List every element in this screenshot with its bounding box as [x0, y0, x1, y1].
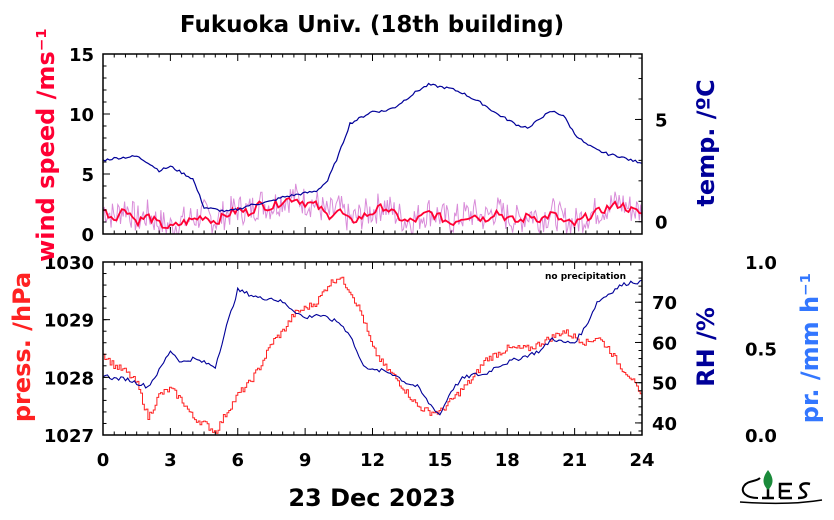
rh-tick-label: 40 — [652, 414, 677, 435]
rh-tick-label: 70 — [652, 293, 677, 314]
pressure-axis-tick-labels: 1027 1028 1029 1030 — [44, 253, 94, 447]
bottom-tick-marks — [102, 261, 643, 436]
precip-tick-label: 0.5 — [745, 340, 777, 361]
pressure-tick-label: 1030 — [44, 253, 94, 274]
wind-tick-label: 10 — [69, 105, 94, 126]
pressure-line — [103, 276, 643, 434]
wind-axis-tick-labels: 0 5 10 15 — [69, 45, 94, 246]
wind-tick-label: 5 — [81, 165, 94, 186]
precip-annotation: no precipitation — [545, 272, 626, 282]
pressure-axis-label: press. /hPa — [8, 272, 36, 422]
wind-mean-line — [102, 197, 643, 230]
temp-tick-label: 5 — [655, 110, 668, 131]
mes-tree-logo — [739, 470, 823, 505]
pressure-rh-panel: 1027 1028 1029 1030 40 50 60 70 0.0 0.5 1.0 0 3 6 9… — [44, 253, 777, 471]
time-tick-label: 6 — [231, 450, 244, 471]
precip-tick-label: 1.0 — [745, 253, 777, 274]
wind-raw-line — [102, 183, 643, 236]
chart-title: Fukuoka Univ. (18th building) — [180, 12, 564, 38]
top-tick-marks — [102, 53, 643, 235]
time-tick-label: 18 — [495, 450, 520, 471]
pressure-series — [103, 276, 643, 434]
humidity-line — [102, 279, 643, 416]
wind-axis-label: wind speed /ms⁻¹ — [32, 28, 60, 262]
precip-axis-label: pr. /mm h⁻¹ — [796, 273, 824, 423]
time-tick-label: 24 — [629, 450, 654, 471]
time-tick-label: 12 — [360, 450, 385, 471]
pressure-tick-label: 1029 — [44, 311, 94, 332]
wind-speed-series — [102, 183, 643, 236]
rh-tick-label: 60 — [652, 333, 677, 354]
pressure-tick-label: 1028 — [44, 368, 94, 389]
temp-axis-tick-labels: 05 — [655, 110, 668, 233]
pressure-tick-label: 1027 — [44, 426, 94, 447]
time-tick-label: 0 — [97, 450, 110, 471]
wind-tick-label: 0 — [81, 225, 94, 246]
temp-tick-label: 0 — [655, 213, 668, 234]
date-label: 23 Dec 2023 — [288, 484, 455, 512]
rh-axis-label: RH /% — [692, 307, 720, 387]
rh-tick-label: 50 — [652, 374, 677, 395]
wind-tick-label: 15 — [69, 45, 94, 66]
temperature-line — [102, 82, 643, 213]
time-tick-label: 3 — [164, 450, 177, 471]
time-tick-label: 9 — [299, 450, 312, 471]
time-axis-tick-labels: 0 3 6 9 12 15 18 21 24 — [97, 450, 655, 471]
time-tick-label: 21 — [562, 450, 587, 471]
precip-axis-tick-labels: 0.0 0.5 1.0 — [745, 253, 777, 447]
humidity-series — [102, 279, 643, 416]
bottom-plot-frame — [102, 261, 643, 436]
time-tick-label: 15 — [427, 450, 452, 471]
rh-axis-tick-labels: 40 50 60 70 — [652, 293, 677, 435]
temp-axis-label: temp. /ºC — [692, 79, 720, 206]
temperature-series — [102, 82, 643, 213]
precip-tick-label: 0.0 — [745, 426, 777, 447]
